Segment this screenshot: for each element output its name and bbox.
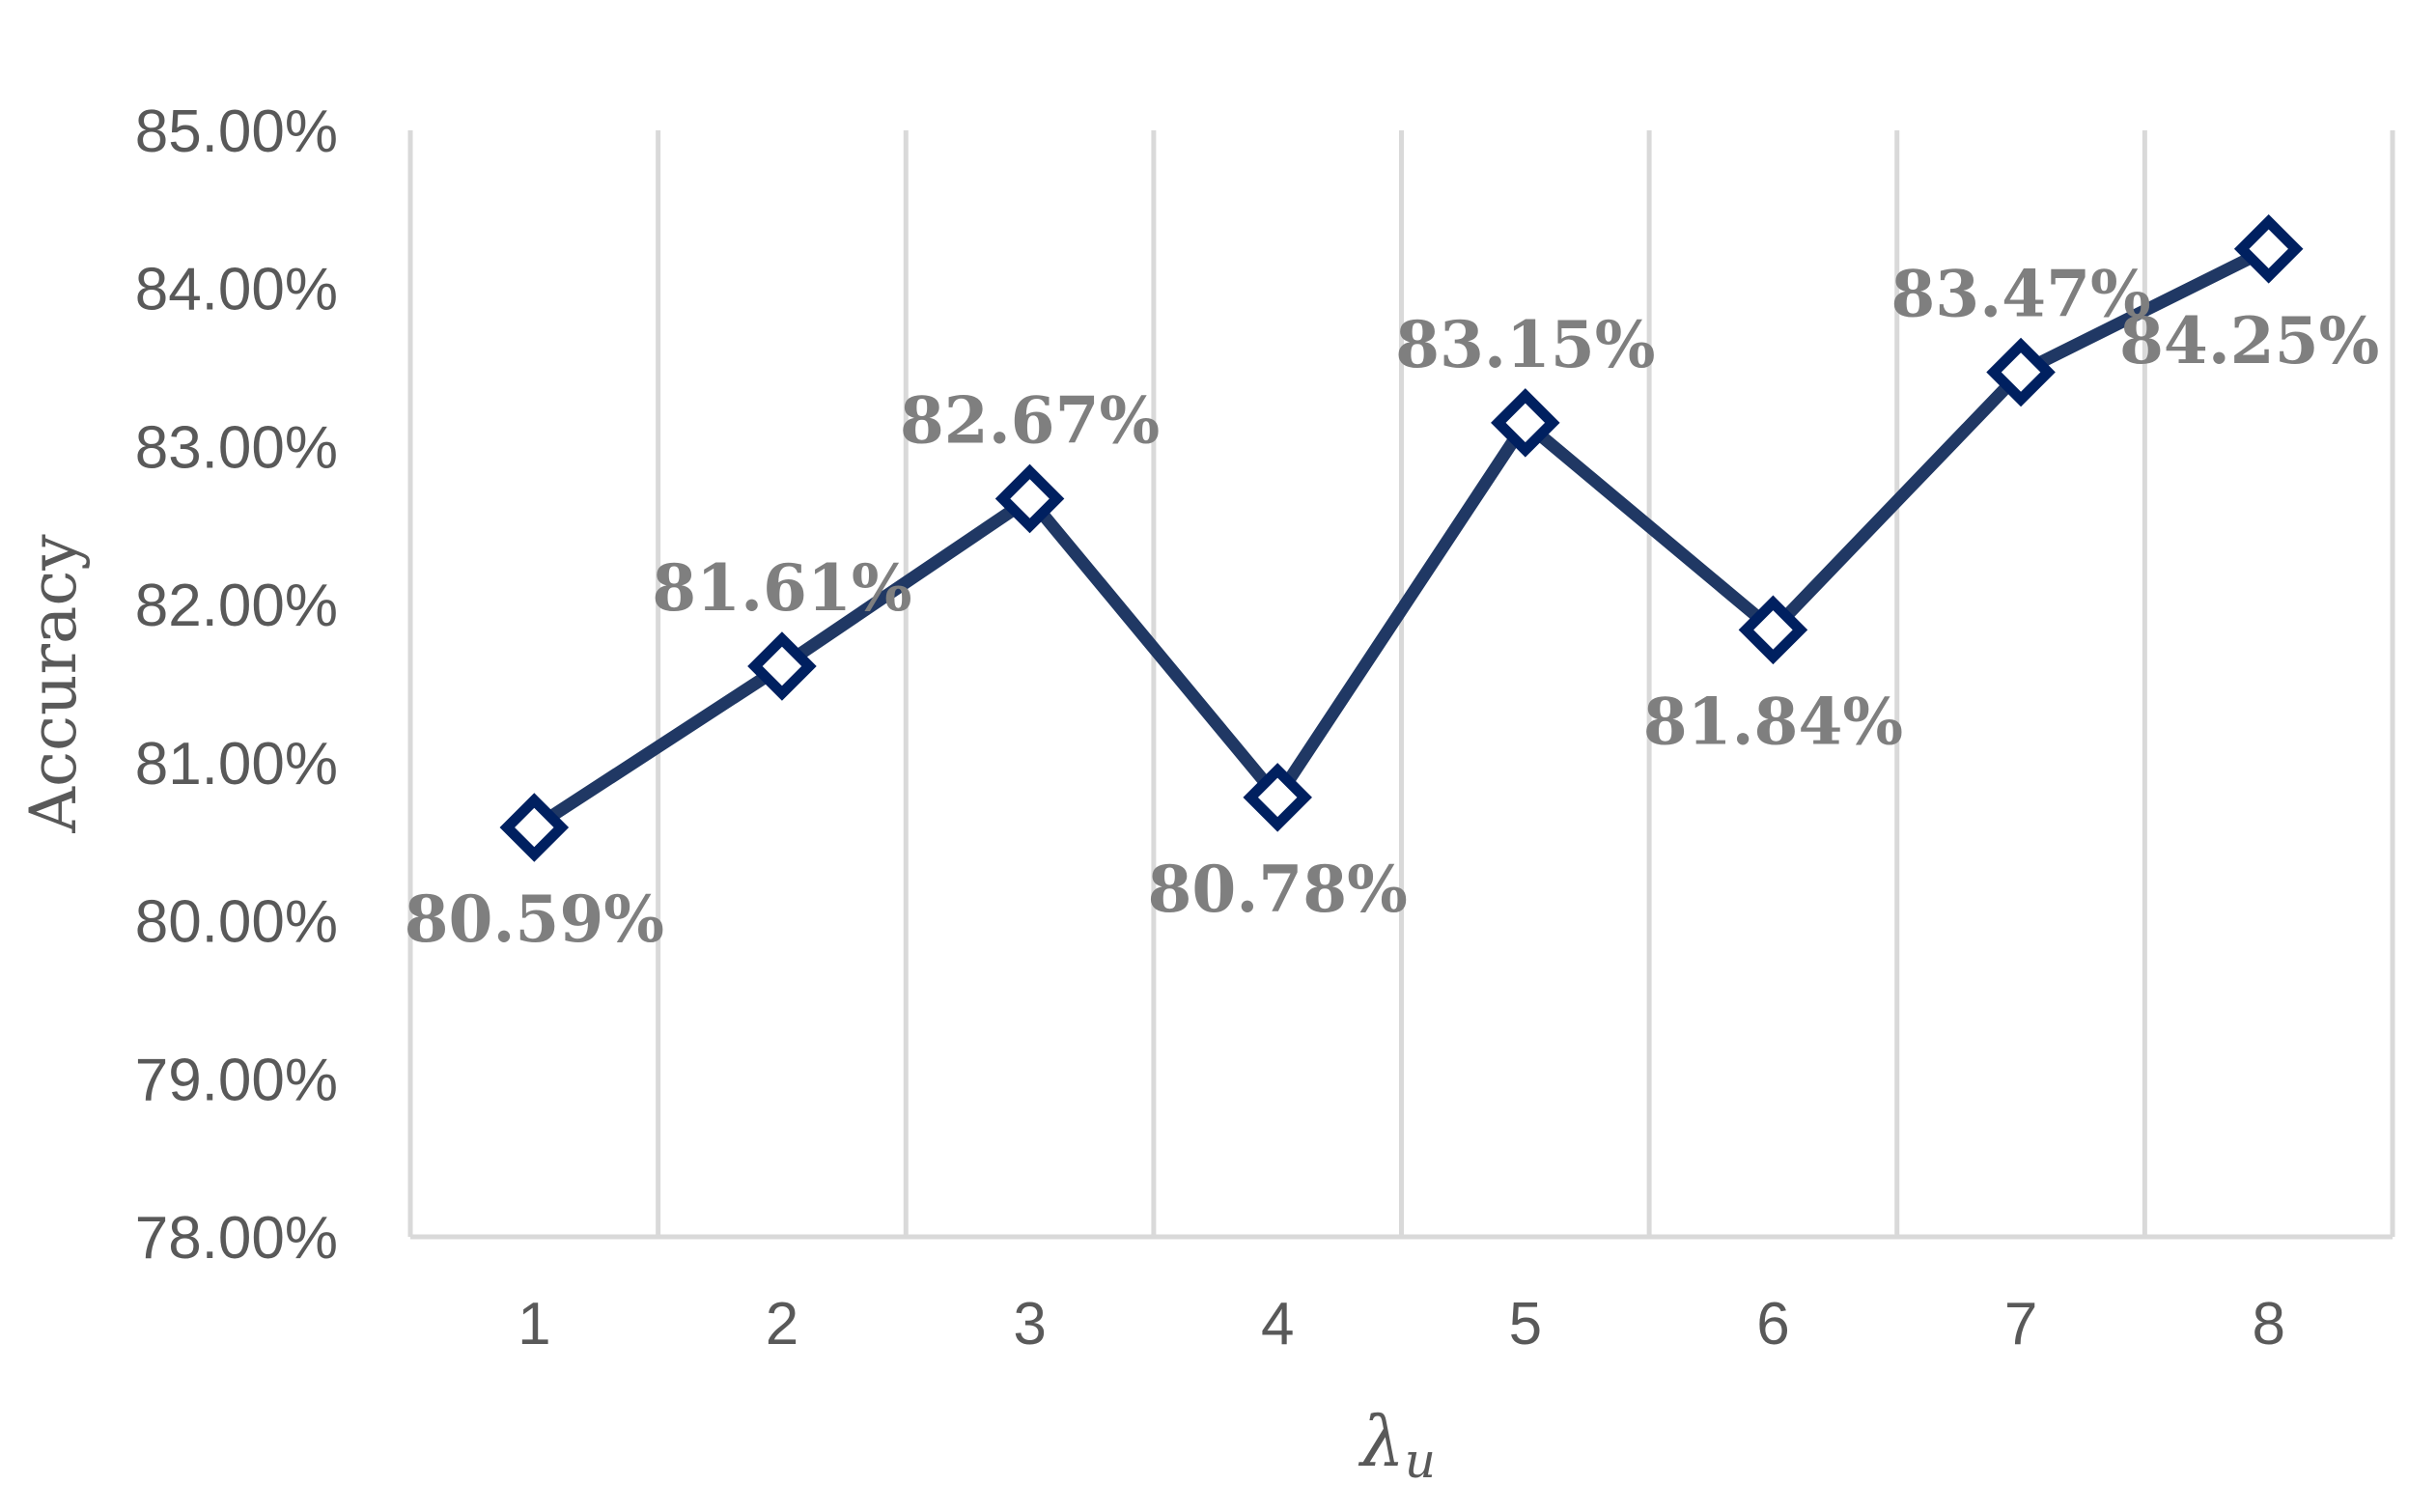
data-point-marker bbox=[1738, 595, 1808, 665]
x-tick-label: 4 bbox=[1261, 1291, 1294, 1358]
x-tick-label: 8 bbox=[2252, 1291, 2284, 1358]
x-tick-label: 7 bbox=[2004, 1291, 2037, 1358]
data-label: 82.67% bbox=[900, 382, 1160, 458]
data-point-marker bbox=[994, 463, 1065, 534]
data-label: 83.15% bbox=[1395, 307, 1655, 382]
x-tick-labels: 1 2 3 4 5 6 7 8 bbox=[518, 1291, 2285, 1358]
x-tick-label: 5 bbox=[1509, 1291, 1542, 1358]
data-point-marker bbox=[1491, 388, 1560, 458]
data-point-marker bbox=[1986, 337, 2056, 407]
y-axis-label: Accuracy bbox=[16, 534, 91, 834]
y-tick-label: 78.00% bbox=[135, 1205, 338, 1272]
data-label: 81.61% bbox=[652, 550, 911, 626]
y-tick-label: 82.00% bbox=[135, 573, 338, 639]
y-tick-label: 84.00% bbox=[135, 257, 338, 323]
x-axis-label-subscript: u bbox=[1405, 1433, 1436, 1489]
y-tick-label: 83.00% bbox=[135, 414, 338, 481]
y-tick-label: 79.00% bbox=[135, 1047, 338, 1113]
data-label: 84.25% bbox=[2119, 303, 2379, 378]
data-point-marker bbox=[1243, 763, 1312, 832]
x-tick-label: 6 bbox=[1756, 1291, 1789, 1358]
data-label: 80.78% bbox=[1147, 852, 1407, 927]
series-accuracy bbox=[499, 214, 2304, 862]
data-label: 83.47% bbox=[1890, 256, 2150, 331]
x-axis-label-main: λ bbox=[1358, 1401, 1405, 1482]
data-label: 81.84% bbox=[1643, 684, 1903, 759]
data-point-marker bbox=[747, 631, 817, 701]
x-tick-label: 1 bbox=[518, 1291, 550, 1358]
x-axis-label: λu bbox=[1358, 1401, 1436, 1489]
y-tick-label: 80.00% bbox=[135, 889, 338, 956]
y-tick-labels: 78.00% 79.00% 80.00% 81.00% 82.00% 83.00% 84.0… bbox=[135, 98, 338, 1272]
data-point-marker bbox=[2233, 214, 2304, 284]
data-point-marker bbox=[499, 793, 570, 862]
data-labels: 80.59% 81.61% 82.67% 80.78% 83.15% 81.84% 83.4… bbox=[405, 256, 2380, 956]
gridlines bbox=[407, 130, 2395, 1237]
data-label: 80.59% bbox=[405, 882, 664, 957]
x-tick-label: 3 bbox=[1013, 1291, 1046, 1358]
y-tick-label: 85.00% bbox=[135, 98, 338, 165]
y-tick-label: 81.00% bbox=[135, 731, 338, 798]
x-tick-label: 2 bbox=[766, 1291, 798, 1358]
series-line bbox=[527, 242, 2276, 834]
